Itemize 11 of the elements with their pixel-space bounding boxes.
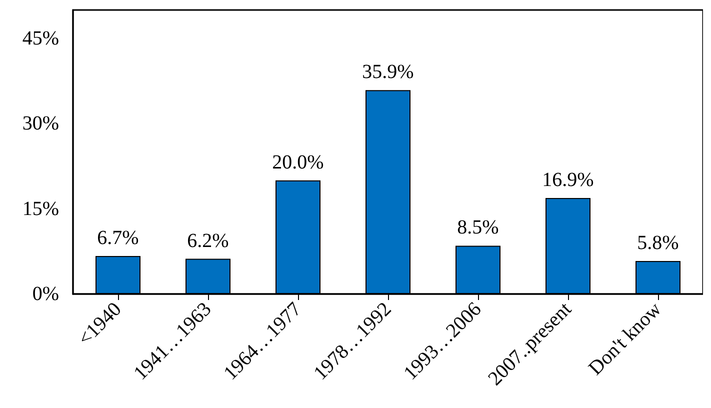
y-tick-label: 15%	[22, 198, 59, 220]
y-tick-label: 0%	[32, 283, 59, 305]
data-label: 16.9%	[542, 169, 594, 192]
y-tick-label: 45%	[22, 27, 59, 50]
data-label: 20.0%	[272, 151, 324, 174]
data-label: 5.8%	[637, 232, 679, 254]
data-label: 8.5%	[457, 216, 499, 239]
data-label: 6.7%	[97, 226, 139, 249]
data-label: 6.2%	[187, 230, 229, 252]
data-label: 35.9%	[362, 61, 414, 84]
y-tick-label: 30%	[22, 112, 59, 135]
